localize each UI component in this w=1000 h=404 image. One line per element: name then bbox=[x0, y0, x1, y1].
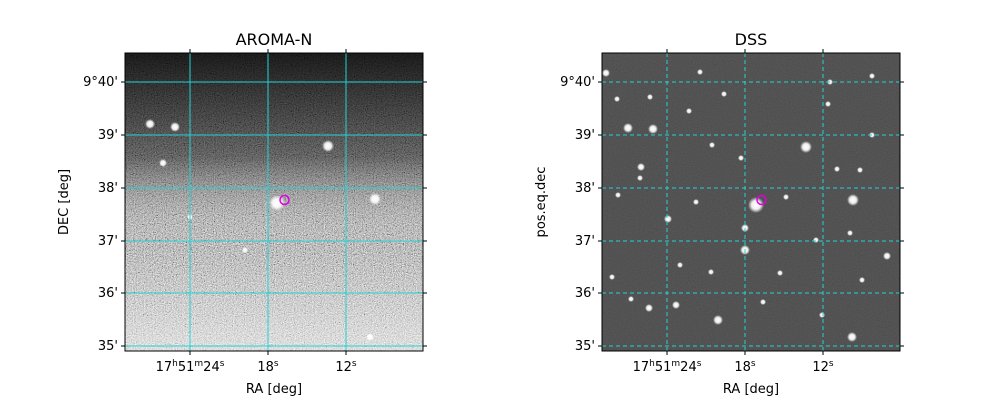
star-0 bbox=[602, 69, 610, 77]
tick-marks bbox=[121, 49, 427, 355]
star-15 bbox=[857, 167, 863, 173]
star-22 bbox=[672, 301, 680, 309]
plot-frame bbox=[601, 52, 901, 352]
y-tick-label: 38' bbox=[98, 181, 118, 196]
star-1 bbox=[623, 123, 633, 133]
star-19 bbox=[847, 332, 857, 342]
star-26 bbox=[609, 274, 615, 280]
star-6 bbox=[664, 215, 672, 223]
star-29 bbox=[813, 237, 819, 243]
star-24 bbox=[760, 299, 766, 305]
x-tick-label: 17h51m24s bbox=[633, 359, 702, 375]
x-tick-labels: 17h51m24s 18s 12s bbox=[156, 359, 357, 375]
y-tick-label: 38' bbox=[575, 181, 595, 196]
star-36 bbox=[614, 96, 620, 102]
y-tick-label: 36' bbox=[98, 286, 118, 301]
star-32 bbox=[709, 142, 715, 148]
star-21 bbox=[645, 304, 653, 312]
y-tick-label: 37' bbox=[98, 234, 118, 249]
x-tick-label: 12s bbox=[335, 359, 357, 375]
star-35 bbox=[647, 94, 653, 100]
star-25 bbox=[859, 277, 865, 283]
x-axis-label: RA [deg] bbox=[723, 382, 779, 397]
y-axis-label: pos.eq.dec bbox=[534, 167, 549, 238]
x-tick-label: 12s bbox=[812, 359, 834, 375]
star-2 bbox=[159, 159, 167, 167]
star-33 bbox=[677, 262, 683, 268]
star-10 bbox=[800, 141, 812, 153]
star-30 bbox=[847, 230, 853, 236]
star-20 bbox=[628, 296, 634, 302]
star-0 bbox=[145, 119, 155, 129]
coordinate-grid bbox=[602, 53, 900, 351]
star-40 bbox=[721, 91, 727, 97]
target-marker bbox=[756, 194, 767, 206]
y-tick-labels: 9°40' 39' 38' 37' 36' 35' bbox=[83, 75, 118, 354]
x-tick-label: 18s bbox=[734, 359, 756, 375]
panel-title: DSS bbox=[735, 30, 768, 49]
panel-title: AROMA-N bbox=[236, 30, 313, 49]
star-4 bbox=[269, 195, 285, 211]
star-39 bbox=[834, 166, 840, 172]
x-tick-label: 17h51m24s bbox=[156, 359, 225, 375]
star-3 bbox=[322, 140, 334, 152]
star-18 bbox=[883, 252, 891, 260]
plot-frame bbox=[124, 52, 424, 352]
star-3 bbox=[637, 163, 645, 171]
star-5 bbox=[369, 193, 381, 205]
star-7 bbox=[686, 108, 692, 114]
y-tick-label: 9°40' bbox=[560, 75, 595, 90]
star-28 bbox=[777, 270, 783, 276]
y-axis-label: DEC [deg] bbox=[57, 169, 72, 235]
star-38 bbox=[693, 199, 699, 205]
star-41 bbox=[825, 101, 831, 107]
y-tick-labels: 9°40' 39' 38' 37' 36' 35' bbox=[560, 75, 595, 354]
star-23 bbox=[713, 315, 723, 325]
y-tick-label: 36' bbox=[575, 286, 595, 301]
x-tick-labels: 17h51m24s 18s 12s bbox=[633, 359, 834, 375]
target-marker bbox=[279, 194, 290, 206]
panel-aroma: AROMA-N 9°40' 39' 38' 37' 36' 35' 17h51m24s 18… bbox=[57, 30, 427, 397]
x-axis-label: RA [deg] bbox=[246, 382, 302, 397]
star-2 bbox=[648, 124, 658, 134]
y-tick-label: 35' bbox=[575, 339, 595, 354]
star-9 bbox=[738, 155, 744, 161]
y-tick-label: 39' bbox=[575, 128, 595, 143]
star-4 bbox=[637, 175, 643, 181]
y-tick-label: 35' bbox=[98, 339, 118, 354]
y-tick-label: 9°40' bbox=[83, 75, 118, 90]
star-17 bbox=[869, 73, 875, 79]
star-27 bbox=[708, 269, 714, 275]
star-31 bbox=[819, 312, 825, 318]
star-11 bbox=[748, 197, 764, 213]
star-8 bbox=[697, 69, 703, 75]
x-tick-label: 18s bbox=[257, 359, 279, 375]
star-1 bbox=[170, 122, 180, 132]
coordinate-grid bbox=[125, 53, 423, 351]
star-7 bbox=[366, 333, 374, 341]
star-5 bbox=[615, 192, 621, 198]
star-37 bbox=[783, 194, 789, 200]
sky-image bbox=[125, 53, 423, 351]
panel-dss: DSS 9°40' 39' 38' 37' 36' 35' 17h51m24s 18s 12s… bbox=[534, 30, 904, 397]
y-tick-label: 39' bbox=[98, 128, 118, 143]
y-tick-label: 37' bbox=[575, 234, 595, 249]
tick-marks bbox=[598, 49, 904, 355]
star-8 bbox=[242, 247, 248, 253]
star-14 bbox=[847, 194, 859, 206]
sky-image bbox=[602, 53, 900, 351]
